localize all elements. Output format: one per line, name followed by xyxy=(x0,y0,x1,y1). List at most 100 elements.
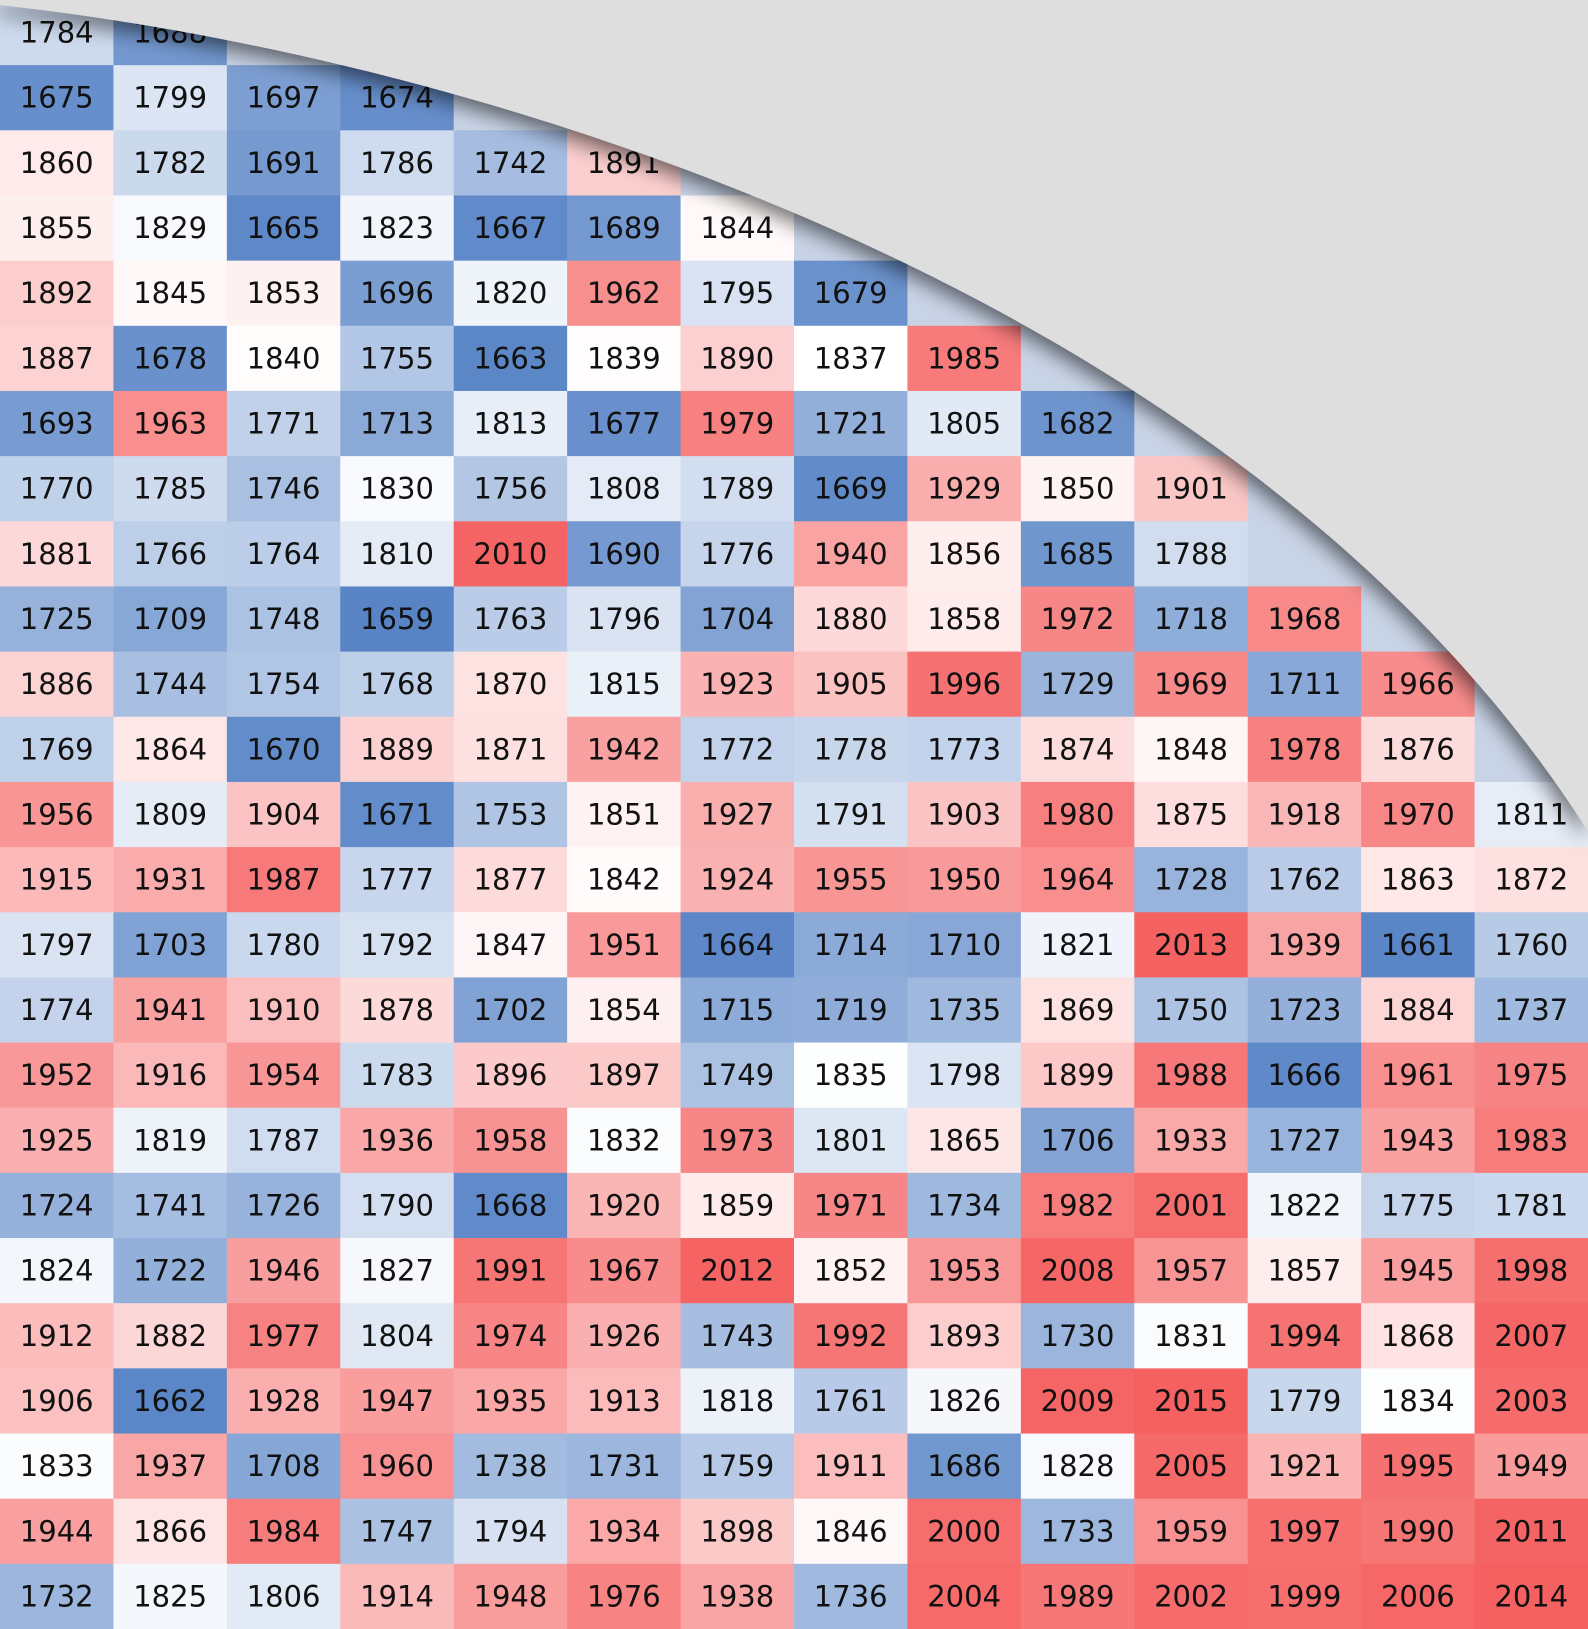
cell xyxy=(0,1498,114,1565)
cell-value: 1794 xyxy=(474,1514,548,1548)
cell xyxy=(794,260,908,327)
cell xyxy=(113,586,228,653)
cell xyxy=(1134,1498,1249,1565)
cell-value: 1801 xyxy=(814,1123,888,1157)
cell xyxy=(794,651,908,718)
cell-value: 1743 xyxy=(700,1319,774,1353)
cell xyxy=(1020,1107,1135,1174)
cell-value: 1918 xyxy=(1268,798,1342,832)
cell xyxy=(1134,1172,1249,1239)
cell-value: 1837 xyxy=(814,341,888,375)
cell-value: 1896 xyxy=(474,1058,548,1092)
cell-value: 2010 xyxy=(474,537,548,571)
cell xyxy=(226,1498,341,1565)
cell xyxy=(1361,1368,1476,1435)
cell xyxy=(1247,1433,1362,1500)
cell-value: 1790 xyxy=(360,1188,434,1222)
cell-value: 1742 xyxy=(474,146,548,180)
cell xyxy=(340,1563,455,1629)
cell-value: 1952 xyxy=(20,1058,94,1092)
cell xyxy=(567,651,682,718)
cell xyxy=(1134,1042,1249,1109)
cell xyxy=(453,912,568,978)
cell xyxy=(226,325,341,392)
cell-value: 1942 xyxy=(587,732,661,766)
cell xyxy=(226,521,341,587)
cell xyxy=(907,912,1022,978)
cell xyxy=(1361,716,1476,783)
cell xyxy=(680,651,795,718)
cell xyxy=(680,1107,795,1174)
cell-value: 1663 xyxy=(474,341,548,375)
cell xyxy=(453,521,568,587)
cell-value: 1855 xyxy=(20,211,94,245)
cell xyxy=(340,847,455,913)
cell xyxy=(680,847,795,913)
cell xyxy=(113,847,228,913)
cell-value: 1852 xyxy=(814,1254,888,1288)
cell xyxy=(340,781,455,848)
cell-value: 1979 xyxy=(700,407,774,441)
cell xyxy=(680,1563,795,1629)
cell xyxy=(907,521,1022,587)
cell xyxy=(794,586,908,653)
cell xyxy=(1247,1107,1362,1174)
cell-value: 1773 xyxy=(927,732,1001,766)
cell-value: 1877 xyxy=(474,863,548,897)
cell xyxy=(1247,1368,1362,1435)
cell-value: 1854 xyxy=(587,993,661,1027)
cell xyxy=(567,586,682,653)
cell xyxy=(567,260,682,327)
cell xyxy=(226,716,341,783)
cell xyxy=(453,1368,568,1435)
cell-value: 1667 xyxy=(474,211,548,245)
cell xyxy=(0,1368,114,1435)
cell-value: 1697 xyxy=(247,81,321,115)
cell xyxy=(113,65,228,131)
cell xyxy=(1134,781,1249,848)
cell xyxy=(567,1238,682,1304)
cell xyxy=(567,1107,682,1174)
cell xyxy=(453,1042,568,1109)
cell xyxy=(680,260,795,327)
cell-value: 2008 xyxy=(1041,1254,1115,1288)
cell xyxy=(226,65,341,131)
cell xyxy=(794,390,908,457)
cell-value: 1923 xyxy=(700,667,774,701)
cell-value: 1901 xyxy=(1154,472,1228,506)
cell xyxy=(226,1172,341,1239)
cell-value: 1828 xyxy=(1041,1449,1115,1483)
cell xyxy=(1247,912,1362,978)
cell-value: 1943 xyxy=(1381,1123,1455,1157)
cell xyxy=(1134,716,1249,783)
cell xyxy=(1134,1368,1249,1435)
cell xyxy=(1134,847,1249,913)
cell-value: 1851 xyxy=(587,798,661,832)
cell-value: 1764 xyxy=(247,537,321,571)
cell xyxy=(1361,651,1476,718)
cell-value: 1723 xyxy=(1268,993,1342,1027)
cell-value: 1675 xyxy=(20,81,94,115)
cell-value: 1953 xyxy=(927,1254,1001,1288)
cell-value: 1853 xyxy=(247,276,321,310)
cell-value: 1756 xyxy=(474,472,548,506)
cell xyxy=(1020,651,1135,718)
cell xyxy=(453,1172,568,1239)
cell-value: 2009 xyxy=(1041,1384,1115,1418)
cell xyxy=(1361,1172,1476,1239)
cell xyxy=(226,1563,341,1629)
cell xyxy=(794,1303,908,1369)
cell-value: 1906 xyxy=(20,1384,94,1418)
cell-value: 1913 xyxy=(587,1384,661,1418)
cell-value: 1805 xyxy=(927,407,1001,441)
cell xyxy=(1474,1172,1588,1239)
cell-value: 1904 xyxy=(247,798,321,832)
cell-value: 1665 xyxy=(247,211,321,245)
cell-value: 1890 xyxy=(700,341,774,375)
cell-value: 1978 xyxy=(1268,732,1342,766)
cell-value: 1948 xyxy=(474,1579,548,1613)
cell-value: 1985 xyxy=(927,341,1001,375)
cell xyxy=(1247,1042,1362,1109)
cell-value: 1689 xyxy=(587,211,661,245)
cell xyxy=(113,651,228,718)
